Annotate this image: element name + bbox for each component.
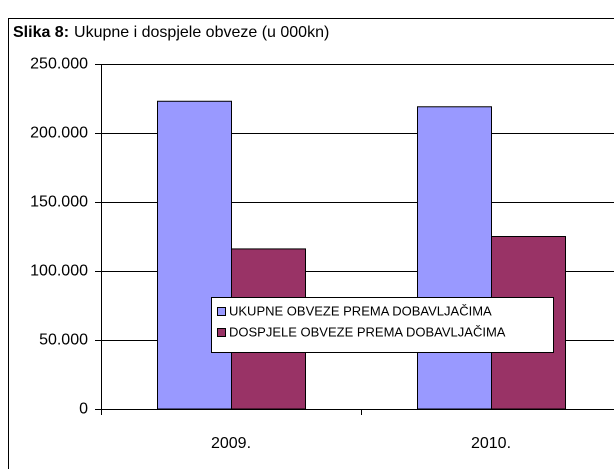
x-tick-label: 2010. bbox=[471, 435, 511, 452]
legend bbox=[211, 297, 554, 353]
y-tick-label: 50.000 bbox=[39, 332, 88, 349]
chart-title: Slika 8: Ukupne i dospjele obveze (u 000k… bbox=[13, 24, 329, 41]
legend-swatch bbox=[217, 328, 226, 337]
y-tick-label: 200.000 bbox=[30, 125, 88, 142]
legend-label: UKUPNE OBVEZE PREMA DOBAVLJAČIMA bbox=[229, 303, 492, 318]
legend-label: DOSPJELE OBVEZE PREMA DOBAVLJAČIMA bbox=[229, 324, 506, 339]
y-tick-label: 250.000 bbox=[30, 56, 88, 73]
figure-label: Slika 8: bbox=[13, 24, 69, 41]
title-text: Ukupne i dospjele obveze (u 000kn) bbox=[74, 24, 329, 41]
bar bbox=[157, 100, 232, 410]
bar bbox=[417, 106, 492, 410]
y-tick-label: 100.000 bbox=[30, 263, 88, 280]
legend-swatch bbox=[217, 307, 226, 316]
y-tick-label: 0 bbox=[79, 401, 88, 418]
y-tick-label: 150.000 bbox=[30, 194, 88, 211]
x-tick-label: 2009. bbox=[211, 435, 251, 452]
